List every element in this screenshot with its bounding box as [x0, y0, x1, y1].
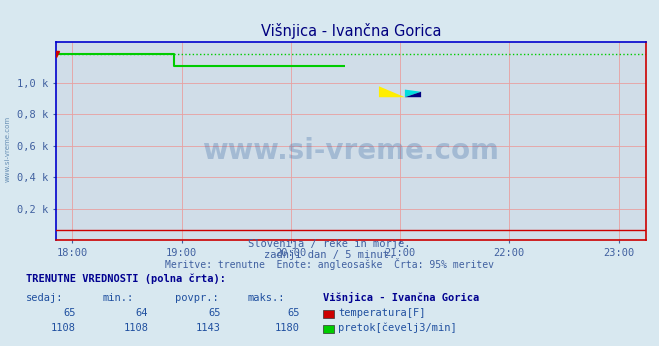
Polygon shape	[379, 86, 405, 97]
Text: Slovenija / reke in morje.: Slovenija / reke in morje.	[248, 239, 411, 249]
Text: pretok[čevelj3/min]: pretok[čevelj3/min]	[338, 322, 457, 333]
Text: zadnji dan / 5 minut.: zadnji dan / 5 minut.	[264, 250, 395, 260]
Text: sedaj:: sedaj:	[26, 293, 64, 303]
Text: min.:: min.:	[102, 293, 133, 303]
Text: temperatura[F]: temperatura[F]	[338, 308, 426, 318]
Text: 1108: 1108	[51, 323, 76, 333]
Text: 64: 64	[136, 308, 148, 318]
Text: 1143: 1143	[196, 323, 221, 333]
Polygon shape	[405, 90, 421, 97]
Title: Višnjica - Ivančna Gorica: Višnjica - Ivančna Gorica	[261, 23, 441, 39]
Text: maks.:: maks.:	[247, 293, 285, 303]
Text: Meritve: trenutne  Enote: angleosaške  Črta: 95% meritev: Meritve: trenutne Enote: angleosaške Črt…	[165, 258, 494, 270]
Text: povpr.:: povpr.:	[175, 293, 218, 303]
Text: TRENUTNE VREDNOSTI (polna črta):: TRENUTNE VREDNOSTI (polna črta):	[26, 273, 226, 284]
Text: 1108: 1108	[123, 323, 148, 333]
Text: www.si-vreme.com: www.si-vreme.com	[5, 116, 11, 182]
Text: 65: 65	[208, 308, 221, 318]
Text: 65: 65	[63, 308, 76, 318]
Text: 65: 65	[287, 308, 300, 318]
Text: Višnjica - Ivančna Gorica: Višnjica - Ivančna Gorica	[323, 292, 479, 303]
Text: 1180: 1180	[275, 323, 300, 333]
Polygon shape	[405, 92, 421, 97]
Text: www.si-vreme.com: www.si-vreme.com	[202, 137, 500, 165]
